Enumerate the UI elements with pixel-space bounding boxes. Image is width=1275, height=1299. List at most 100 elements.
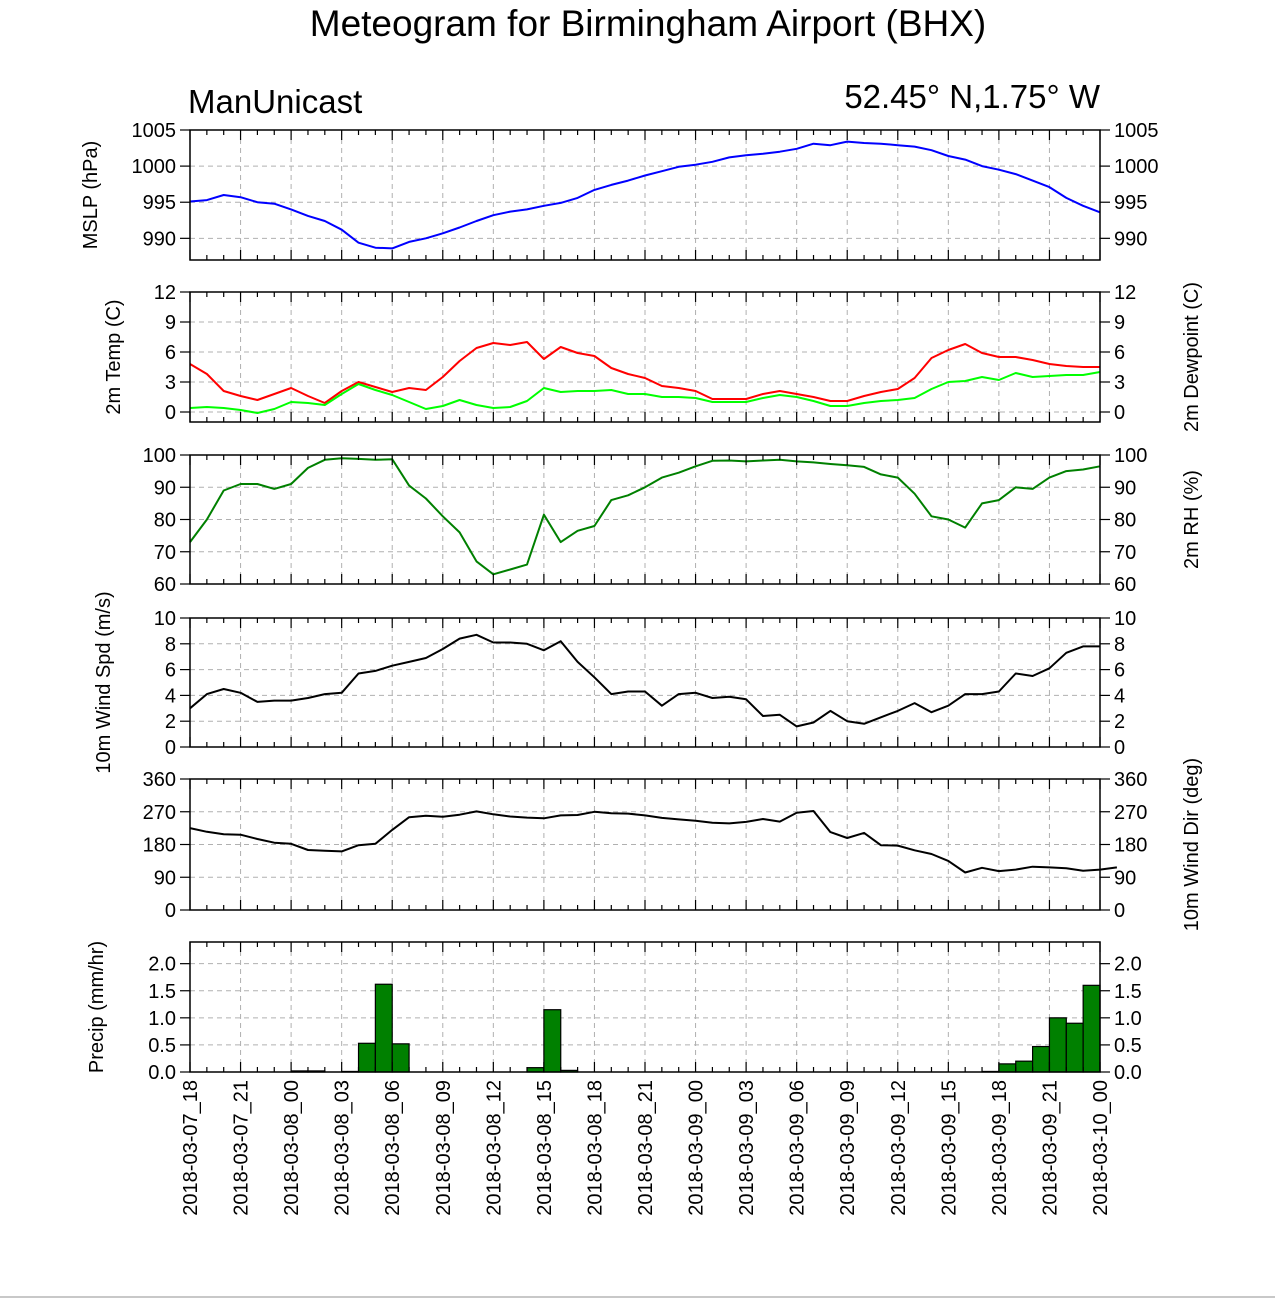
x-tick-label: 2018-03-08_12 (483, 1080, 505, 1216)
y-tick-label-right: 4 (1114, 685, 1125, 707)
y-tick-label-left: 1.5 (148, 981, 176, 1003)
precip-bar (374, 983, 393, 1073)
y-tick-label-left: 2 (165, 711, 176, 733)
y-tick-label-left: 0.0 (148, 1062, 176, 1084)
y-axis-title-left: MSLP (hPa) (80, 141, 102, 250)
precip-bar (1031, 1045, 1051, 1073)
y-tick-label-left: 6 (165, 660, 176, 682)
precip-bar (1048, 1017, 1067, 1073)
precip-bar (391, 1043, 410, 1073)
y-tick-label-right: 100 (1114, 445, 1147, 467)
y-tick-label-left: 80 (154, 510, 176, 532)
y-tick-label-left: 1005 (132, 120, 177, 142)
x-tick-label: 2018-03-08_00 (281, 1080, 303, 1216)
y-tick-label-left: 90 (154, 867, 176, 889)
y-tick-label-right: 0 (1114, 737, 1125, 759)
y-tick-label-right: 8 (1114, 634, 1125, 656)
y-tick-label-left: 0 (165, 900, 176, 922)
y-tick-label-right: 1.5 (1114, 981, 1142, 1003)
precip-bar (357, 1042, 376, 1073)
y-tick-label-right: 995 (1114, 192, 1147, 214)
x-tick-label: 2018-03-08_21 (635, 1080, 657, 1216)
y-tick-label-left: 60 (154, 574, 176, 596)
dewpoint-series-line (189, 371, 1101, 414)
y-tick-label-right: 360 (1114, 769, 1147, 791)
panel-4: 0 0 2 2 4 4 6 6 8 8 10 10 10m Wind Spd (m/s) (93, 591, 1136, 773)
y-tick-label-right: 0 (1114, 402, 1125, 424)
y-tick-label-left: 70 (154, 542, 176, 564)
y-tick-label-left: 990 (143, 228, 176, 250)
y-tick-label-right: 10 (1114, 608, 1136, 630)
x-tick-label: 2018-03-08_03 (332, 1080, 354, 1216)
y-tick-label-left: 9 (165, 312, 176, 334)
x-axis-labels: 2018-03-07_18 2018-03-07_21 2018-03-08_00 2… (180, 1080, 1112, 1216)
precip-bar (1065, 1022, 1084, 1073)
y-tick-label-left: 6 (165, 342, 176, 364)
y-axis-title-left: 10m Wind Spd (m/s) (93, 591, 115, 773)
temp-series-line (189, 341, 1100, 404)
y-tick-label-right: 6 (1114, 660, 1125, 682)
y-tick-label-right: 6 (1114, 342, 1125, 364)
y-axis-title-right: 2m Dewpoint (C) (1181, 282, 1203, 432)
panel-5: 0 0 90 90 180 180 270 270 360 360 10m Wind Dir (de… (143, 758, 1203, 931)
x-tick-label: 2018-03-09_15 (938, 1080, 960, 1216)
x-tick-label: 2018-03-09_12 (888, 1080, 910, 1216)
mslp-series-line (189, 140, 1101, 250)
x-tick-label: 2018-03-07_21 (231, 1080, 253, 1216)
y-tick-label-right: 60 (1114, 574, 1136, 596)
y-tick-label-right: 12 (1114, 282, 1136, 304)
x-tick-label: 2018-03-09_09 (837, 1080, 859, 1216)
y-tick-label-left: 1.0 (148, 1008, 176, 1030)
y-tick-label-left: 270 (143, 802, 176, 824)
y-tick-label-left: 12 (154, 282, 176, 304)
y-tick-label-right: 1005 (1114, 120, 1159, 142)
y-tick-label-left: 3 (165, 372, 176, 394)
x-tick-label: 2018-03-10_00 (1090, 1080, 1112, 1216)
precip-bar (998, 1063, 1017, 1073)
y-tick-label-left: 100 (143, 445, 176, 467)
x-tick-label: 2018-03-08_15 (534, 1080, 556, 1216)
x-tick-label: 2018-03-09_18 (989, 1080, 1011, 1216)
x-tick-label: 2018-03-09_00 (686, 1080, 708, 1216)
y-tick-label-right: 990 (1114, 228, 1147, 250)
y-tick-label-right: 70 (1114, 542, 1136, 564)
y-tick-label-right: 90 (1114, 477, 1136, 499)
panel-3: 60 60 70 70 80 80 90 90 100 100 2m RH (%) (143, 445, 1203, 596)
x-tick-label: 2018-03-09_21 (1039, 1080, 1061, 1216)
precip-bar (1015, 1060, 1034, 1073)
y-tick-label-left: 2.0 (148, 954, 176, 976)
y-tick-label-right: 90 (1114, 867, 1136, 889)
y-tick-label-right: 3 (1114, 372, 1125, 394)
y-axis-title-right: 2m RH (%) (1181, 470, 1203, 569)
location-coordinates: 52.45° N,1.75° W (844, 78, 1101, 115)
y-tick-label-right: 270 (1114, 802, 1147, 824)
y-tick-label-right: 2.0 (1114, 954, 1142, 976)
y-tick-label-right: 80 (1114, 510, 1136, 532)
x-tick-label: 2018-03-08_06 (382, 1080, 404, 1216)
x-tick-label: 2018-03-08_09 (433, 1080, 455, 1216)
y-tick-label-left: 1000 (132, 156, 177, 178)
y-tick-label-right: 1000 (1114, 156, 1159, 178)
y-tick-label-left: 0 (165, 737, 176, 759)
y-tick-label-left: 995 (143, 192, 176, 214)
y-axis-title-left: 2m Temp (C) (103, 299, 125, 414)
y-tick-label-right: 180 (1114, 835, 1147, 857)
chart-title: Meteogram for Birmingham Airport (BHX) (310, 3, 986, 44)
y-tick-label-right: 0.0 (1114, 1062, 1142, 1084)
y-tick-label-left: 8 (165, 634, 176, 656)
bottom-border (0, 1296, 1275, 1298)
y-tick-label-left: 90 (154, 477, 176, 499)
y-tick-label-right: 2 (1114, 711, 1125, 733)
wind-dir-series-line (189, 810, 1118, 874)
panel-1: 990 990 995 995 1000 1000 1005 1005 MSLP (hPa) (80, 120, 1159, 261)
y-tick-label-right: 9 (1114, 312, 1125, 334)
y-tick-label-right: 1.0 (1114, 1008, 1142, 1030)
y-tick-label-left: 0 (165, 402, 176, 424)
y-axis-title-right: 10m Wind Dir (deg) (1181, 758, 1203, 931)
precip-bar (1082, 984, 1101, 1073)
y-axis-title-left: Precip (mm/hr) (86, 941, 108, 1073)
x-tick-label: 2018-03-09_06 (787, 1080, 809, 1216)
y-tick-label-left: 180 (143, 835, 176, 857)
